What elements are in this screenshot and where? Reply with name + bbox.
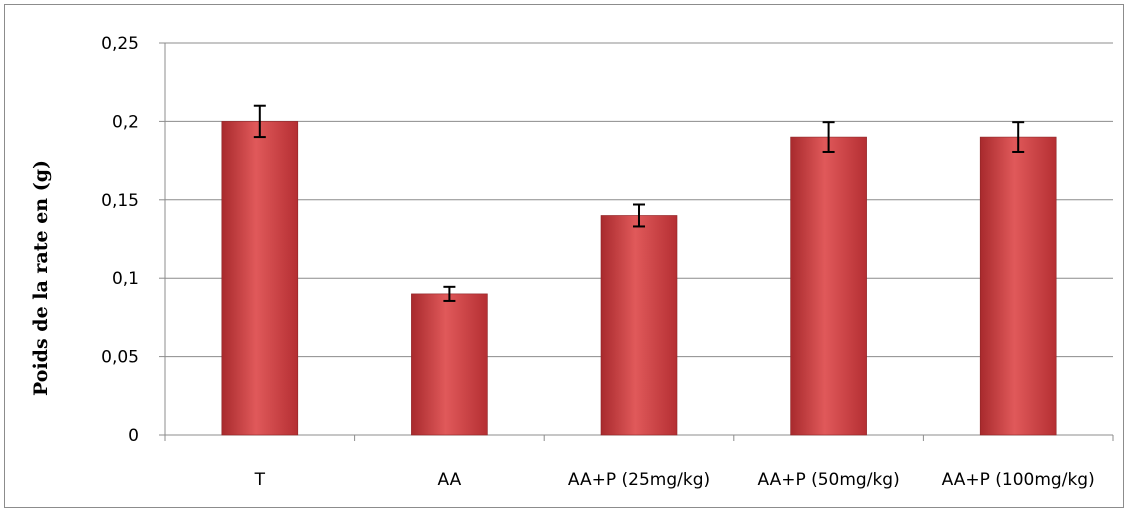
bar [221, 121, 299, 436]
bar [979, 136, 1057, 436]
bar [600, 215, 678, 436]
y-tick-label: 0,1 [112, 269, 139, 289]
chart-frame [4, 4, 1124, 508]
y-tick-label: 0 [128, 426, 139, 446]
x-tick-label: AA [438, 470, 462, 490]
y-axis-title: Poids de la rate en (g) [30, 160, 52, 396]
y-tick-labels: 0 0,05 0,1 0,15 0,2 0,25 [101, 34, 139, 446]
error-bars [253, 104, 1025, 302]
bar [790, 136, 867, 436]
y-tick-label: 0,2 [112, 112, 139, 132]
y-tick-label: 0,25 [101, 34, 139, 54]
x-tick-label: AA+P (50mg/kg) [757, 470, 899, 490]
x-tick-label: AA+P (100mg/kg) [942, 470, 1095, 490]
bar [411, 293, 488, 436]
y-tick-label: 0,15 [101, 191, 139, 211]
bars [221, 121, 1057, 436]
x-tick-label: AA+P (25mg/kg) [568, 470, 710, 490]
x-tick-label: T [254, 470, 266, 490]
y-tick-label: 0,05 [101, 348, 139, 368]
x-tick-labels: T AA AA+P (25mg/kg) AA+P (50mg/kg) AA+P (100… [254, 470, 1095, 490]
